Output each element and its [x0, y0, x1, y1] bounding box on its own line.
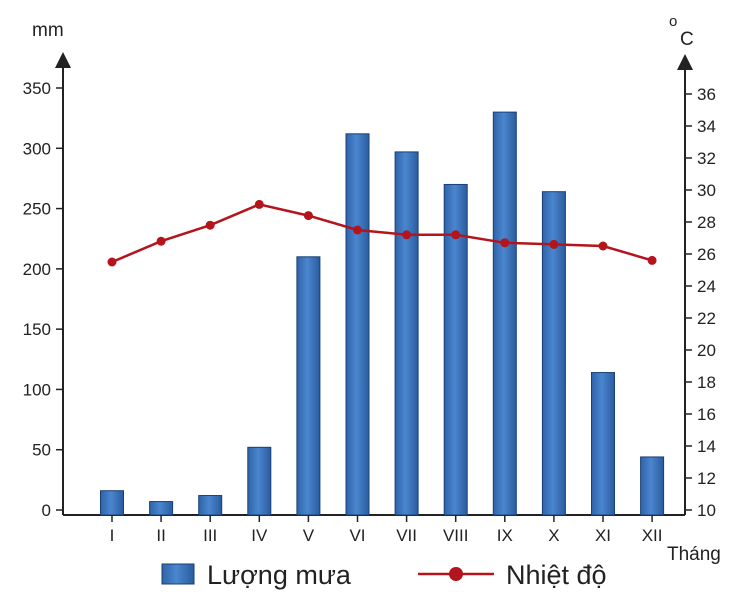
right-tick-label: 20	[697, 341, 716, 360]
right-tick-label: 28	[697, 213, 716, 232]
right-tick-label: 14	[697, 437, 716, 456]
temperature-point-IX	[500, 238, 510, 248]
x-tick-label: I	[110, 526, 115, 545]
temperature-point-XI	[598, 241, 608, 251]
right-tick-label: 24	[697, 277, 716, 296]
right-axis-unit-degree: o	[669, 13, 677, 30]
rainfall-bar-VI	[345, 133, 370, 516]
x-tick-label: IX	[497, 526, 513, 545]
left-axis-arrow	[55, 52, 71, 68]
x-axis-label: Tháng	[667, 544, 721, 565]
x-tick-label: II	[156, 526, 165, 545]
right-tick-label: 30	[697, 181, 716, 200]
rainfall-bar-I	[100, 490, 124, 516]
right-tick-label: 22	[697, 309, 716, 328]
x-tick-label: XI	[595, 526, 611, 545]
right-axis-ticks: 10 12 14 16 18 20 22 24 26 28 30 32 34 36	[685, 85, 716, 520]
rainfall-bar-VII	[394, 151, 419, 516]
right-axis-arrow	[677, 54, 693, 70]
x-tick-label: VIII	[443, 526, 469, 545]
legend-rainfall-swatch	[161, 563, 195, 585]
temperature-line	[107, 199, 657, 267]
temperature-point-VI	[353, 225, 362, 235]
right-tick-label: 34	[697, 117, 716, 136]
left-tick-label: 250	[23, 200, 51, 219]
rainfall-bar-IX	[492, 111, 517, 516]
right-tick-label: 26	[697, 245, 716, 264]
x-tick-label: X	[548, 526, 559, 545]
temperature-point-I	[107, 257, 117, 267]
x-tick-label: VII	[396, 526, 417, 545]
left-tick-label: 300	[23, 139, 51, 158]
rainfall-bar-XI	[591, 372, 615, 516]
x-tick-label: V	[303, 526, 315, 545]
rainfall-bars	[100, 111, 665, 516]
rainfall-bar-IV	[247, 446, 272, 516]
left-tick-label: 350	[23, 79, 51, 98]
legend-temperature-marker	[449, 567, 463, 581]
temperature-polyline	[111, 203, 653, 264]
right-tick-label: 16	[697, 405, 716, 424]
x-tick-label: VI	[349, 526, 365, 545]
left-tick-label: 100	[23, 380, 51, 399]
x-tick-label: IV	[251, 526, 268, 545]
right-tick-label: 18	[697, 373, 716, 392]
temperature-point-VIII	[451, 230, 461, 240]
temperature-point-VII	[402, 230, 412, 240]
right-tick-label: 36	[697, 85, 716, 104]
temperature-point-X	[549, 239, 559, 249]
left-tick-label: 200	[23, 260, 51, 279]
left-tick-label: 0	[42, 501, 51, 520]
legend: Lượng mưa Nhiệt độ	[161, 560, 607, 590]
left-axis-ticks: 0 50 100 150 200 250 300 350	[23, 79, 63, 520]
right-tick-label: 10	[697, 501, 716, 520]
rainfall-bar-V	[296, 256, 321, 516]
right-tick-label: 32	[697, 149, 716, 168]
legend-temperature-label: Nhiệt độ	[506, 560, 607, 590]
legend-rainfall-label: Lượng mưa	[207, 560, 352, 590]
right-axis-unit-letter: C	[680, 29, 694, 50]
left-tick-label: 50	[32, 441, 51, 460]
x-tick-label: XII	[642, 526, 663, 545]
right-tick-label: 12	[697, 469, 716, 488]
rainfall-bar-III	[198, 495, 223, 516]
rainfall-bar-XII	[640, 456, 665, 516]
temperature-point-II	[156, 236, 166, 246]
temperature-point-III	[205, 220, 215, 230]
x-axis-ticks: I II III IV V VI VII VIII IX X XI XII	[110, 515, 663, 545]
rainfall-bar-II	[149, 501, 174, 516]
left-axis-unit: mm	[32, 20, 64, 41]
temperature-point-V	[303, 211, 313, 221]
temperature-point-IV	[254, 199, 264, 209]
temperature-point-XII	[647, 255, 657, 265]
x-tick-label: III	[203, 526, 217, 545]
left-tick-label: 150	[23, 320, 51, 339]
